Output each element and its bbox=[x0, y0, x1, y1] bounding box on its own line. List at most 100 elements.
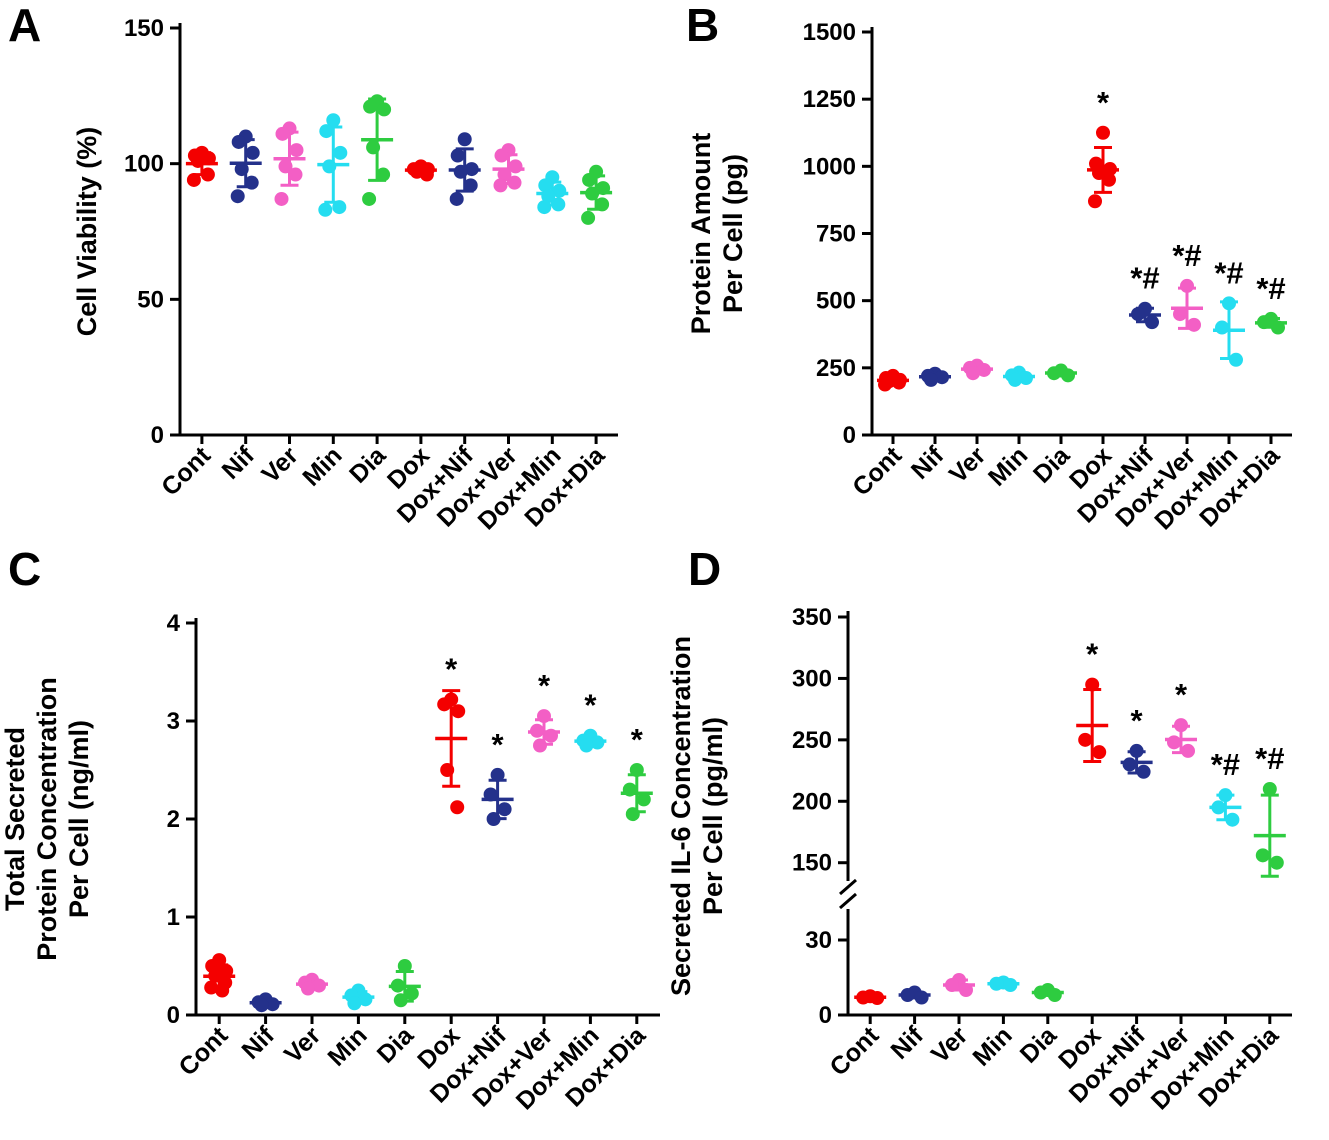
x-category-label: Nif bbox=[906, 441, 950, 485]
x-category-label: Nif bbox=[236, 1021, 280, 1065]
y-tick-label: 750 bbox=[816, 221, 856, 248]
data-point bbox=[219, 963, 234, 978]
data-point bbox=[319, 124, 334, 139]
data-point bbox=[1122, 757, 1137, 772]
y-tick-label: 1500 bbox=[803, 19, 856, 46]
data-point bbox=[1215, 320, 1229, 335]
data-point bbox=[1047, 988, 1062, 1002]
data-point bbox=[1003, 978, 1018, 992]
data-point bbox=[544, 728, 558, 743]
x-category-label: Min bbox=[967, 1021, 1017, 1071]
data-point bbox=[437, 697, 452, 712]
y-tick-label: 0 bbox=[819, 1002, 832, 1029]
data-point bbox=[1211, 800, 1226, 815]
y-axis-title: Total Secreted bbox=[0, 727, 30, 911]
y-axis-title: Protein Concentration bbox=[32, 677, 62, 961]
data-point bbox=[1078, 732, 1093, 747]
data-point bbox=[870, 991, 885, 1005]
data-point bbox=[1180, 278, 1194, 293]
data-point bbox=[538, 178, 553, 193]
y-axis-title: Per Cell (ng/ml) bbox=[64, 720, 94, 918]
data-point bbox=[507, 175, 522, 190]
data-point bbox=[463, 178, 478, 193]
data-point bbox=[289, 143, 304, 158]
y-tick-label: 0 bbox=[151, 422, 164, 449]
x-category-label: Dia bbox=[344, 441, 392, 489]
data-point bbox=[312, 978, 326, 993]
data-point bbox=[537, 709, 551, 724]
data-point bbox=[1218, 788, 1233, 803]
data-point bbox=[1257, 315, 1271, 330]
data-point bbox=[332, 200, 347, 215]
data-point bbox=[579, 738, 594, 753]
x-category-label: Cont bbox=[156, 441, 217, 502]
data-point bbox=[1047, 366, 1061, 381]
data-point bbox=[1033, 985, 1048, 1000]
data-point bbox=[200, 167, 215, 182]
y-tick-label: 100 bbox=[124, 151, 164, 178]
data-point bbox=[1129, 743, 1144, 758]
data-point bbox=[900, 988, 915, 1002]
y-tick-label: 2 bbox=[167, 806, 180, 833]
panel-c-chart: Total Secreted Protein Concentration Per C… bbox=[0, 610, 660, 1115]
significance-label: * bbox=[492, 727, 505, 762]
y-tick-label: 0 bbox=[843, 422, 856, 449]
data-point bbox=[914, 990, 929, 1005]
data-point bbox=[636, 792, 651, 807]
y-tick-label: 1 bbox=[167, 904, 180, 931]
significance-label: * bbox=[584, 688, 597, 723]
y-tick-label: 350 bbox=[792, 604, 832, 631]
data-point bbox=[590, 735, 605, 750]
data-point bbox=[288, 167, 303, 182]
data-point bbox=[377, 102, 392, 117]
axis-break-icon bbox=[839, 878, 857, 896]
panel-d-chart: Secreted IL-6 Concentration Per Cell (pg/… bbox=[666, 604, 1292, 1115]
significance-label: * bbox=[1097, 85, 1110, 120]
data-point bbox=[1085, 677, 1100, 692]
data-point bbox=[393, 993, 408, 1008]
data-point bbox=[366, 140, 381, 155]
data-point bbox=[977, 362, 991, 377]
x-category-label: Min bbox=[297, 441, 347, 491]
data-point bbox=[453, 164, 468, 179]
data-point bbox=[326, 113, 341, 128]
data-point bbox=[1145, 315, 1159, 330]
significance-label: * bbox=[631, 722, 644, 757]
data-point bbox=[450, 800, 465, 815]
x-category-label: Ver bbox=[256, 441, 304, 489]
data-point bbox=[1255, 848, 1270, 863]
data-point bbox=[493, 178, 508, 193]
data-point bbox=[231, 134, 246, 149]
data-point bbox=[450, 148, 465, 163]
y-tick-label: 250 bbox=[816, 355, 856, 382]
panel-letter-d: D bbox=[688, 543, 722, 595]
data-point bbox=[419, 167, 434, 182]
data-point bbox=[1271, 320, 1285, 335]
panel-letter-a: A bbox=[8, 0, 42, 51]
data-point bbox=[856, 990, 871, 1005]
y-tick-label: 50 bbox=[137, 286, 164, 313]
y-tick-label: 1000 bbox=[803, 153, 856, 180]
data-point bbox=[333, 145, 348, 160]
panel-letter-b: B bbox=[686, 0, 720, 51]
data-point bbox=[234, 162, 249, 177]
data-point bbox=[622, 782, 637, 797]
data-point bbox=[551, 197, 566, 212]
data-point bbox=[265, 997, 280, 1012]
data-point bbox=[1102, 172, 1116, 187]
significance-label: *# bbox=[1255, 741, 1284, 776]
x-category-label: Dia bbox=[1015, 1021, 1063, 1069]
data-point bbox=[497, 802, 512, 817]
data-point bbox=[582, 172, 597, 187]
data-point bbox=[508, 159, 523, 174]
y-tick-label: 30 bbox=[805, 927, 832, 954]
data-point bbox=[1136, 764, 1151, 779]
y-tick-label: 250 bbox=[792, 727, 832, 754]
significance-label: *# bbox=[1172, 238, 1201, 273]
data-point bbox=[989, 976, 1004, 991]
data-point bbox=[230, 189, 245, 204]
panel-a-chart: Cell Viability (%) 0 50 100 150 Cont NifVerMin… bbox=[72, 15, 618, 535]
data-point bbox=[494, 148, 509, 163]
data-point bbox=[486, 812, 501, 826]
data-point bbox=[1181, 743, 1195, 758]
